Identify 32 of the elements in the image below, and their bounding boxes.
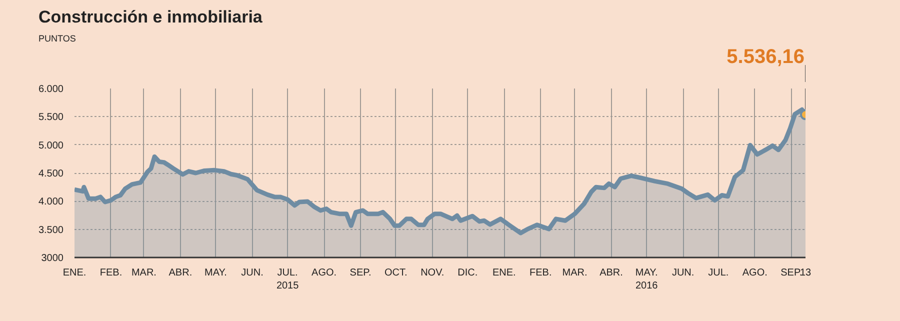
chart-title: Construcción e inmobiliaria [38,8,263,26]
x-tick-label: NOV. [420,268,444,278]
y-tick-label: 4.000 [38,196,64,208]
x-tick-label: SEP. [780,268,802,278]
x-tick-label: MAY. [204,268,227,278]
x-tick-label: DIC. [458,268,478,278]
chart-subtitle: PUNTOS [38,34,76,44]
y-tick-label: 5.000 [38,140,64,152]
y-tick-label: 4.500 [38,168,64,180]
x-tick-label: ABR. [600,268,623,278]
x-tick-label: FEB. [100,268,122,278]
x-tick-label: ABR. [168,268,192,278]
x-tick-label: MAY. 2016 [635,268,658,292]
y-tick-label: 3000 [41,253,64,264]
x-tick-label: AGO. [312,268,337,278]
x-tick-label: AGO. [742,268,768,278]
y-tick-label: 5.500 [38,112,64,124]
x-tick-label: ENE. [492,268,516,278]
x-tick-label: FEB. [530,268,552,278]
x-tick-label: ENE. [62,268,86,278]
x-tick-label: JUN. [672,268,694,278]
x-tick-label: JUL. 2015 [276,268,300,292]
x-tick-label: SEP. [350,268,372,278]
x-tick-label: 13 [800,268,812,278]
x-tick-label: JUL. [708,268,729,278]
x-tick-label: MAR. [131,268,156,278]
y-tick-label: 6.000 [38,84,64,95]
annotation: 5.536,16 [726,46,805,68]
x-tick-label: OCT. [384,268,408,278]
y-tick-label: 3.500 [38,224,64,236]
x-tick-label: JUN. [241,268,264,278]
x-tick-label: MAR. [562,268,588,278]
